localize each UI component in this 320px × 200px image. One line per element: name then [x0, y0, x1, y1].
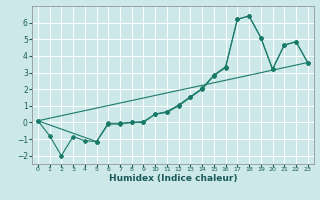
X-axis label: Humidex (Indice chaleur): Humidex (Indice chaleur)	[108, 174, 237, 183]
